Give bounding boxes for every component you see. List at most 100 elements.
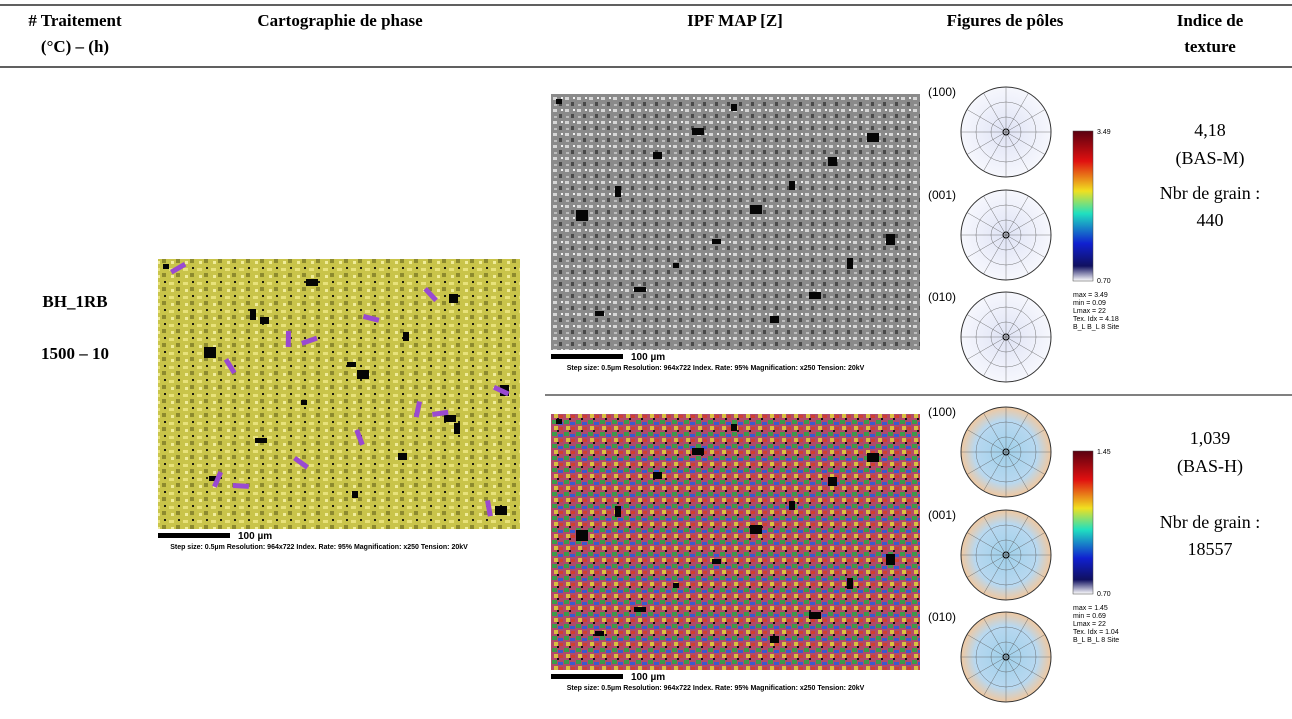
pole-grid xyxy=(1005,336,1046,360)
phase-grain xyxy=(362,313,380,323)
pole-grid xyxy=(966,656,1007,680)
pole-grid xyxy=(1005,314,1046,338)
phase-grain xyxy=(413,400,422,418)
pole-grid xyxy=(1005,92,1029,133)
grain-pore xyxy=(770,636,779,643)
grain-pore xyxy=(653,152,662,159)
grain-pore xyxy=(653,472,662,479)
pole-grid xyxy=(1005,554,1029,595)
pole-grid xyxy=(983,412,1007,453)
pole-label: (010) xyxy=(928,610,956,624)
pole-grid xyxy=(983,131,1007,172)
image-info: Step size: 0.5µm Resolution: 964x722 Ind… xyxy=(567,365,865,372)
grain-pore xyxy=(770,316,779,323)
pole-grid xyxy=(1005,656,1046,680)
grain-pore xyxy=(301,400,307,405)
pole-grid xyxy=(1005,195,1029,236)
grain-pore xyxy=(809,612,821,619)
texture-class: (BAS-M) xyxy=(1175,148,1244,169)
grain-pore xyxy=(615,506,621,517)
grain-pore xyxy=(867,133,879,142)
grain-pore xyxy=(352,491,358,498)
pole-label: (001) xyxy=(928,188,956,202)
colorbar xyxy=(1072,130,1094,282)
pole-grid xyxy=(1005,451,1029,492)
ipf-map xyxy=(551,414,920,670)
pole-grid xyxy=(1005,429,1046,453)
phase-grain xyxy=(492,384,510,397)
scale-bar-label: 100 µm xyxy=(631,672,665,683)
texture-class: (BAS-H) xyxy=(1177,456,1243,477)
grain-pore xyxy=(712,239,721,244)
pole-grid xyxy=(1005,297,1029,338)
sample-treatment: 1500 – 10 xyxy=(41,344,109,363)
pole-stats: B_L B_L 8 Site xyxy=(1073,324,1119,331)
colorbar-min: 0.70 xyxy=(1097,591,1111,598)
pole-label: (010) xyxy=(928,290,956,304)
colorbar-max: 3.49 xyxy=(1097,129,1111,136)
pole-center xyxy=(1002,653,1010,661)
pole-center xyxy=(1002,551,1010,559)
phase-grain xyxy=(354,429,365,446)
grain-pore xyxy=(847,578,853,589)
grain-pore xyxy=(260,317,269,324)
grain-pore xyxy=(357,370,369,379)
pole-grid xyxy=(983,515,1007,556)
texture-index: 4,18 xyxy=(1194,120,1226,140)
grain-pore xyxy=(250,309,256,320)
grain-pore xyxy=(847,258,853,269)
pole-center xyxy=(1002,128,1010,136)
phase-map xyxy=(158,259,520,529)
pole-grid xyxy=(1005,656,1029,697)
grain-pore xyxy=(789,501,795,510)
pole-grid xyxy=(966,314,1007,338)
pole-grid xyxy=(1005,554,1046,578)
column-header: Figures de pôles xyxy=(947,11,1064,30)
grain-pore xyxy=(209,476,218,481)
phase-grain xyxy=(301,335,318,346)
pole-grid xyxy=(1005,212,1046,236)
pole-grid xyxy=(1005,617,1029,658)
texture-index: 1,039 xyxy=(1190,428,1231,448)
column-header: IPF MAP [Z] xyxy=(687,11,783,30)
column-header: Cartographie de phase xyxy=(257,11,423,30)
grain-label: Nbr de grain : xyxy=(1160,183,1260,203)
grain-pore xyxy=(615,186,621,197)
pole-stats: min = 0.69 xyxy=(1073,613,1106,620)
pole-grid xyxy=(966,131,1007,155)
grain-pore xyxy=(673,583,679,588)
scale-bar xyxy=(551,674,623,679)
column-header: Indice de xyxy=(1177,11,1244,30)
colorbar xyxy=(1072,450,1094,595)
grain-pore xyxy=(867,453,879,462)
column-header: # Traitement xyxy=(28,11,122,30)
grain-pore xyxy=(886,234,895,245)
image-info: Step size: 0.5µm Resolution: 964x722 Ind… xyxy=(567,685,865,692)
grain-count: 18557 xyxy=(1188,539,1233,559)
phase-grain xyxy=(432,409,449,417)
scale-bar-label: 100 µm xyxy=(238,531,272,542)
grain-pore xyxy=(692,128,704,135)
pole-grid xyxy=(1005,109,1046,133)
pole-grid xyxy=(966,212,1007,236)
ipf-map xyxy=(551,94,920,350)
pole-grid xyxy=(983,656,1007,697)
grain-pore xyxy=(750,525,762,534)
grain-pore xyxy=(576,210,588,221)
scale-bar-label: 100 µm xyxy=(631,352,665,363)
grain-pore xyxy=(204,347,216,358)
grain-pore xyxy=(595,631,604,636)
pole-grid xyxy=(983,195,1007,236)
phase-grain xyxy=(423,287,438,303)
phase-grain xyxy=(223,358,237,375)
pole-label: (100) xyxy=(928,405,956,419)
phase-grain xyxy=(170,262,187,275)
grain-pore xyxy=(712,559,721,564)
grain-pore xyxy=(347,362,356,367)
grain-pore xyxy=(556,419,562,424)
pole-stats: Tex. Idx = 4.18 xyxy=(1073,316,1119,323)
grain-pore xyxy=(306,279,318,286)
colorbar-min: 0.70 xyxy=(1097,278,1111,285)
grain-pore xyxy=(886,554,895,565)
pole-grid xyxy=(1005,131,1046,155)
